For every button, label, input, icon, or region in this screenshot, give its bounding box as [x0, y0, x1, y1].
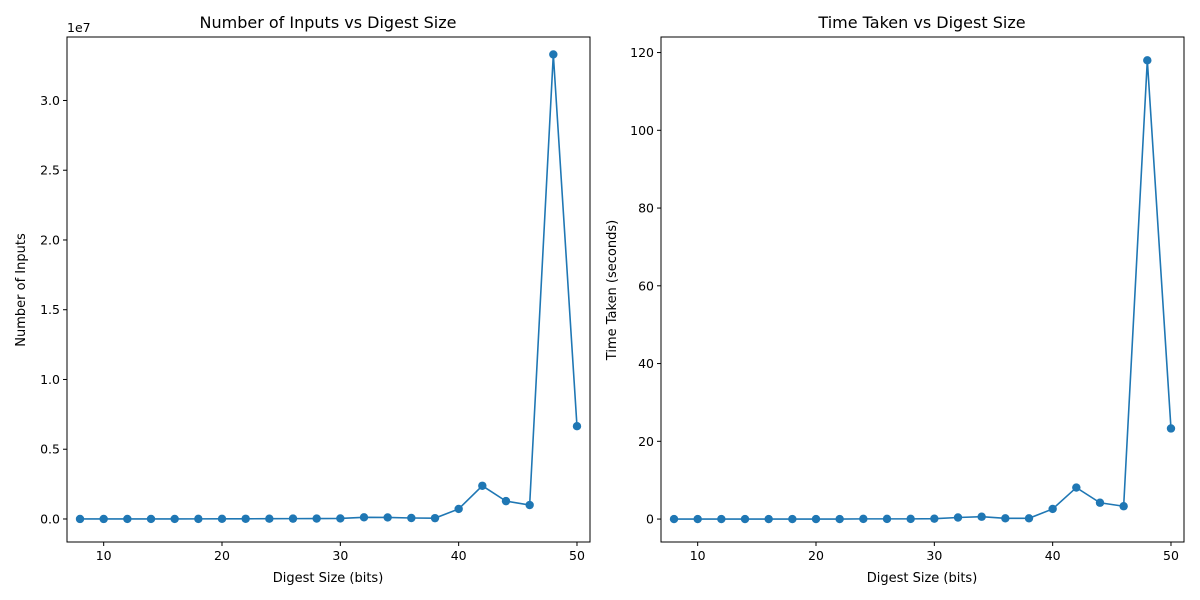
y-tick-label: 0	[646, 512, 654, 527]
data-point	[75, 514, 85, 524]
data-point	[717, 514, 726, 524]
data-point	[906, 514, 915, 524]
data-point	[1048, 504, 1057, 514]
axes-frame	[660, 36, 1185, 543]
data-point	[859, 514, 868, 524]
x-tick-label: 20	[808, 548, 824, 563]
y-tick-label: 20	[638, 434, 654, 449]
data-point	[1072, 483, 1081, 492]
data-point	[265, 514, 274, 523]
data-point	[241, 514, 250, 523]
y-axis-ticks: 0.0 0.5 1.0 1.5 2.0 2.5 3.0	[40, 93, 67, 526]
data-point	[953, 513, 963, 522]
data-point	[977, 512, 986, 521]
data-point	[1024, 514, 1034, 523]
x-tick-label: 10	[690, 548, 706, 563]
data-point	[693, 514, 702, 524]
x-tick-label: 30	[332, 548, 348, 563]
data-point	[194, 514, 203, 524]
data-point	[835, 514, 844, 524]
x-tick-label: 50	[1163, 548, 1179, 563]
data-point	[788, 514, 797, 524]
data-point	[430, 513, 440, 523]
chart-time-taken: Time Taken vs Digest Size 10 20 30 40 50 0 20…	[605, 13, 1185, 586]
data-point	[501, 496, 511, 506]
x-axis-label: Digest Size (bits)	[273, 571, 384, 586]
y-tick-label: 120	[630, 45, 654, 60]
data-point	[312, 514, 321, 523]
data-point	[454, 504, 463, 514]
data-point	[930, 514, 939, 523]
y-tick-label: 0.5	[40, 442, 60, 457]
data-point	[764, 514, 773, 524]
data-point	[217, 514, 227, 524]
data-point	[669, 514, 679, 524]
data-point	[1166, 424, 1176, 433]
y-tick-label: 1.0	[40, 372, 60, 387]
data-point	[1119, 502, 1128, 511]
data-point	[99, 514, 108, 524]
x-tick-label: 10	[96, 548, 112, 563]
axes-frame	[66, 36, 591, 543]
x-tick-label: 40	[451, 548, 467, 563]
series-line	[80, 54, 578, 520]
y-axis-label: Time Taken (seconds)	[605, 220, 620, 361]
data-point	[882, 514, 892, 524]
y-tick-label: 100	[630, 123, 654, 138]
data-point	[811, 514, 821, 524]
data-point	[407, 513, 416, 523]
data-point	[740, 514, 750, 524]
data-point	[123, 514, 132, 524]
chart-title: Number of Inputs vs Digest Size	[200, 13, 457, 32]
data-point	[1143, 56, 1152, 65]
y-offset-text: 1e7	[67, 20, 91, 35]
chart-number-of-inputs: Number of Inputs vs Digest Size 1e7 10 20…	[14, 13, 591, 586]
y-axis-ticks: 0 20 40 60 80 100 120	[630, 45, 661, 527]
plot-area	[75, 50, 582, 524]
y-tick-label: 1.5	[40, 302, 60, 317]
y-tick-label: 0.0	[40, 511, 60, 526]
series-line	[674, 60, 1172, 520]
data-point	[1001, 514, 1010, 523]
data-point	[288, 514, 298, 523]
y-tick-label: 2.5	[40, 163, 60, 178]
data-point	[525, 500, 534, 510]
x-tick-label: 50	[569, 548, 585, 563]
y-tick-label: 60	[638, 278, 654, 293]
data-point	[572, 422, 582, 431]
data-point	[170, 514, 179, 524]
chart-title: Time Taken vs Digest Size	[817, 13, 1025, 32]
x-axis-label: Digest Size (bits)	[867, 571, 978, 586]
x-tick-label: 20	[214, 548, 230, 563]
plot-area	[669, 56, 1176, 524]
y-tick-label: 40	[638, 356, 654, 371]
data-point	[383, 513, 392, 522]
data-point	[146, 514, 156, 524]
x-tick-label: 40	[1045, 548, 1061, 563]
x-tick-label: 30	[926, 548, 942, 563]
y-tick-label: 2.0	[40, 232, 60, 247]
data-point	[359, 513, 369, 522]
y-tick-label: 3.0	[40, 93, 60, 108]
x-axis-ticks: 10 20 30 40 50	[96, 542, 585, 563]
x-axis-ticks: 10 20 30 40 50	[690, 542, 1179, 563]
data-point	[478, 481, 487, 490]
y-tick-label: 80	[638, 201, 654, 216]
data-point	[549, 50, 558, 59]
y-axis-label: Number of Inputs	[14, 233, 29, 347]
data-point	[336, 514, 345, 523]
data-point	[1095, 498, 1105, 507]
